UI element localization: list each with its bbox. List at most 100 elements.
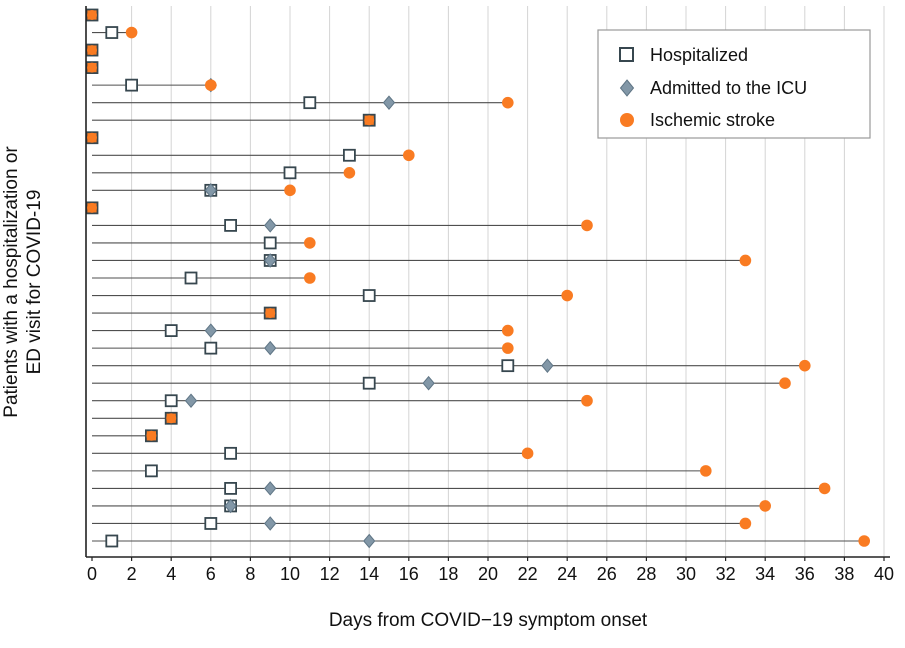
icu-marker	[422, 375, 435, 391]
hospitalized-marker	[283, 166, 297, 180]
hospitalized-marker	[164, 324, 178, 338]
patient-rows-layer	[85, 8, 870, 549]
stroke-marker	[284, 184, 296, 197]
stroke-marker	[759, 500, 771, 512]
hospitalized-marker	[204, 341, 218, 355]
icu-marker	[541, 358, 554, 373]
icu-marker	[264, 516, 277, 531]
stroke-marker	[87, 62, 97, 73]
x-tick-label: 26	[597, 564, 617, 584]
x-axis-title: Days from COVID−19 symptom onset	[329, 610, 648, 631]
hospitalized-marker	[224, 446, 238, 460]
stroke-marker	[858, 535, 870, 547]
x-tick-label: 16	[399, 564, 419, 584]
stroke-marker	[779, 377, 791, 390]
stroke-marker	[700, 465, 712, 477]
stroke-marker	[403, 149, 415, 162]
x-tick-label: 34	[755, 564, 775, 584]
legend-hospitalized-label: Hospitalized	[650, 45, 748, 65]
stroke-marker	[502, 96, 514, 109]
x-tick-label: 28	[636, 564, 656, 584]
x-tick-label: 0	[87, 564, 97, 584]
legend-stroke-label: Ischemic stroke	[650, 110, 775, 130]
icu-marker	[184, 393, 198, 409]
stroke-marker	[364, 115, 375, 126]
stroke-marker	[739, 254, 752, 267]
stroke-marker	[265, 308, 276, 319]
icu-marker	[382, 95, 396, 110]
stroke-marker	[304, 237, 316, 249]
stroke-marker	[581, 394, 593, 407]
hospitalized-marker	[342, 148, 356, 162]
hospitalized-marker	[184, 271, 198, 285]
x-tick-label: 22	[518, 564, 538, 584]
stroke-marker	[561, 289, 573, 302]
stroke-marker	[818, 482, 831, 495]
stroke-marker	[166, 413, 177, 424]
hospitalized-marker	[362, 376, 376, 390]
x-tick-label: 20	[478, 564, 498, 584]
x-tick-label: 2	[127, 564, 137, 584]
stroke-marker	[343, 167, 356, 179]
x-tick-label: 12	[320, 564, 340, 584]
x-tick-label: 8	[245, 564, 255, 584]
hospitalized-marker	[144, 464, 158, 478]
stroke-marker	[87, 132, 97, 143]
legend: Hospitalized Admitted to the ICU Ischemi…	[597, 29, 871, 139]
ischemic-stroke-legend-icon	[620, 113, 634, 127]
icu-marker	[224, 498, 237, 514]
x-tick-label: 32	[716, 564, 736, 584]
x-tick-label: 24	[557, 564, 577, 584]
hospitalized-marker	[303, 96, 317, 110]
legend-icu-label: Admitted to the ICU	[650, 78, 807, 98]
hospitalized-marker	[105, 534, 119, 548]
hospitalized-marker	[125, 78, 138, 92]
x-tick-label: 30	[676, 564, 696, 584]
icu-marker	[264, 218, 277, 233]
hospitalized-marker	[362, 289, 376, 302]
icu-marker	[264, 340, 277, 356]
stroke-marker	[521, 447, 534, 460]
axis-layer: 0 2 4 6 8 10 12 14 16 18 20 22 24 26 28 30 32 34 36 38 40	[85, 6, 894, 584]
icu-marker	[264, 253, 277, 268]
y-axis-title-line2: ED visit for COVID-19	[24, 190, 45, 375]
hospitalized-marker	[105, 26, 119, 39]
hospitalized-marker	[224, 481, 238, 495]
legend-box	[597, 29, 871, 139]
stroke-marker	[502, 324, 514, 337]
stroke-marker	[304, 272, 316, 284]
stroke-marker	[125, 26, 138, 39]
hospitalized-marker	[501, 359, 515, 373]
stroke-marker	[739, 517, 752, 530]
x-tick-label: 4	[166, 564, 176, 584]
x-tick-label: 40	[874, 564, 894, 584]
stroke-marker	[87, 202, 97, 213]
gridlines-layer	[131, 6, 885, 556]
stroke-marker	[87, 45, 97, 56]
y-axis-title-line1: Patients with a hospitalization or	[1, 146, 22, 418]
hospitalized-marker	[263, 236, 277, 250]
hospitalized-marker	[204, 517, 218, 530]
icu-legend-icon	[619, 79, 635, 97]
x-tick-label: 38	[834, 564, 854, 584]
stroke-marker	[799, 359, 811, 372]
stroke-marker	[581, 219, 593, 232]
icu-marker	[363, 533, 376, 549]
hospitalized-marker	[164, 394, 178, 408]
x-tick-label: 36	[795, 564, 815, 584]
stroke-marker	[87, 10, 97, 20]
icu-marker	[204, 323, 217, 338]
x-tick-label: 6	[206, 564, 216, 584]
stroke-marker	[502, 342, 514, 354]
x-tick-label: 14	[359, 564, 379, 584]
hospitalized-legend-icon	[619, 47, 634, 62]
x-tick-label: 10	[280, 564, 300, 584]
x-tick-label: 18	[438, 564, 458, 584]
icu-marker	[264, 481, 277, 496]
stroke-marker	[205, 79, 217, 91]
stroke-marker	[146, 430, 157, 441]
hospitalized-marker	[224, 218, 238, 232]
icu-marker	[204, 183, 217, 198]
